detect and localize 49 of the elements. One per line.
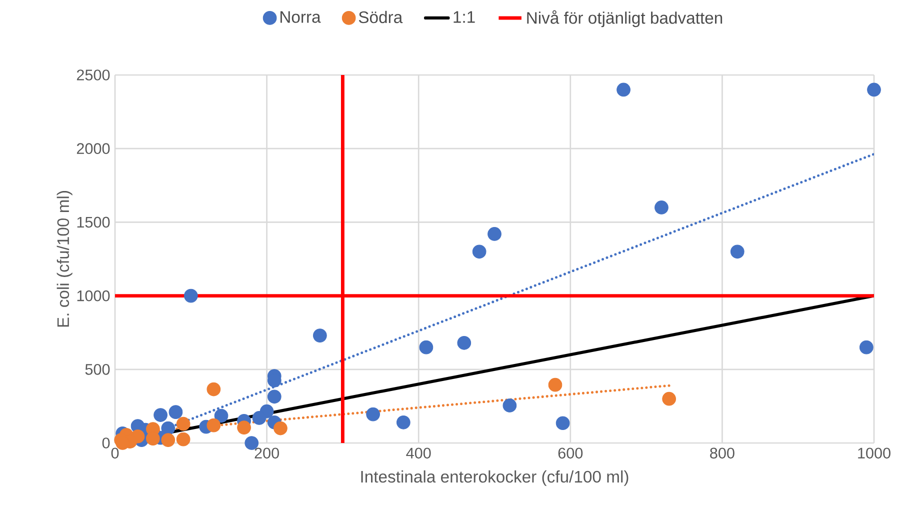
point xyxy=(206,418,221,432)
point xyxy=(237,420,251,434)
legend-label: Södra xyxy=(358,10,403,24)
x-tick-label: 800 xyxy=(710,448,734,459)
point xyxy=(366,407,380,422)
point xyxy=(206,382,221,396)
point xyxy=(312,328,327,342)
x-tick-label: 600 xyxy=(558,448,583,459)
point xyxy=(267,390,282,404)
point xyxy=(396,415,410,430)
point xyxy=(176,432,190,446)
point xyxy=(214,408,228,423)
point xyxy=(859,340,874,354)
point xyxy=(556,416,570,430)
point xyxy=(662,392,676,406)
legend-label: 1:1 xyxy=(454,11,475,23)
y-tick-label: 2000 xyxy=(76,143,110,154)
legend-label: Norra xyxy=(280,11,321,23)
point xyxy=(252,411,266,425)
point xyxy=(654,200,668,214)
y-tick-label: 0 xyxy=(102,438,110,448)
y-tick-label: 2500 xyxy=(76,70,110,80)
point xyxy=(867,82,881,97)
point xyxy=(184,288,198,303)
x-tick-label: 0 xyxy=(111,448,119,459)
point xyxy=(730,244,744,259)
point xyxy=(146,432,160,446)
x-tick-label: 400 xyxy=(406,448,431,459)
x-tick-label: 1000 xyxy=(858,448,890,459)
point xyxy=(548,378,562,392)
x-axis-title: Intestinala enterokocker (cfu/100 ml) xyxy=(361,470,628,486)
point xyxy=(154,408,168,422)
point xyxy=(176,416,190,431)
point xyxy=(161,421,176,436)
point xyxy=(502,398,517,412)
point xyxy=(161,433,176,447)
y-tick-label: 1000 xyxy=(77,290,110,302)
point xyxy=(457,336,472,350)
y-tick-label: 1500 xyxy=(77,216,110,228)
point xyxy=(168,405,183,420)
legend-label: Nivå för otjänligt badvatten xyxy=(527,10,722,28)
point xyxy=(419,340,434,354)
point xyxy=(274,421,288,436)
x-tick-label: 200 xyxy=(254,448,279,459)
point xyxy=(472,244,486,259)
point xyxy=(488,227,502,241)
point xyxy=(616,82,630,97)
y-tick-label: 500 xyxy=(85,364,110,375)
y-axis-title: E. coli (cfu/100 ml) xyxy=(56,191,72,327)
